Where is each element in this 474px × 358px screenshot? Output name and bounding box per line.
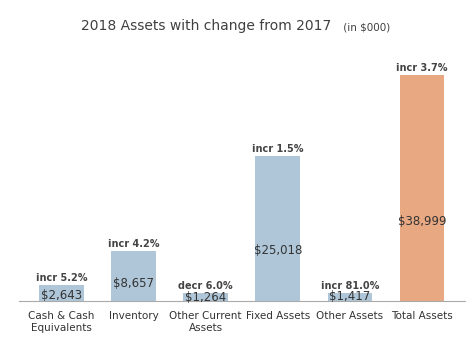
Text: incr 1.5%: incr 1.5% <box>252 144 303 154</box>
Text: $1,264: $1,264 <box>185 291 226 304</box>
Text: incr 81.0%: incr 81.0% <box>321 281 379 290</box>
Bar <box>328 292 372 301</box>
Text: incr 4.2%: incr 4.2% <box>108 239 159 249</box>
Text: 2018 Assets with change from 2017: 2018 Assets with change from 2017 <box>81 19 331 33</box>
Text: (in $000): (in $000) <box>340 23 390 33</box>
Text: $1,417: $1,417 <box>329 290 371 303</box>
Text: $8,657: $8,657 <box>113 277 154 290</box>
Bar <box>255 156 300 301</box>
Text: $25,018: $25,018 <box>254 244 302 257</box>
Text: $38,999: $38,999 <box>398 216 446 228</box>
Bar <box>400 76 444 301</box>
Bar <box>183 294 228 301</box>
Bar <box>111 251 156 301</box>
Text: incr 3.7%: incr 3.7% <box>396 63 447 73</box>
Text: incr 5.2%: incr 5.2% <box>36 274 87 284</box>
Text: $2,643: $2,643 <box>41 289 82 302</box>
Bar <box>39 285 84 301</box>
Text: decr 6.0%: decr 6.0% <box>178 281 233 291</box>
